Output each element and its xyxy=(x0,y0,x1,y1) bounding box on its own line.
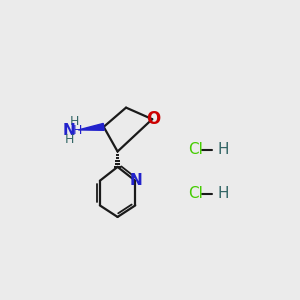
Text: N: N xyxy=(63,123,75,138)
Text: Cl: Cl xyxy=(188,186,203,201)
Text: H: H xyxy=(73,124,82,137)
Text: H: H xyxy=(70,115,79,128)
Text: H: H xyxy=(64,134,74,146)
Text: H: H xyxy=(218,142,229,158)
Text: Cl: Cl xyxy=(188,142,203,158)
Text: H: H xyxy=(218,186,229,201)
Polygon shape xyxy=(78,123,104,130)
Text: O: O xyxy=(146,110,160,128)
Text: N: N xyxy=(130,173,142,188)
